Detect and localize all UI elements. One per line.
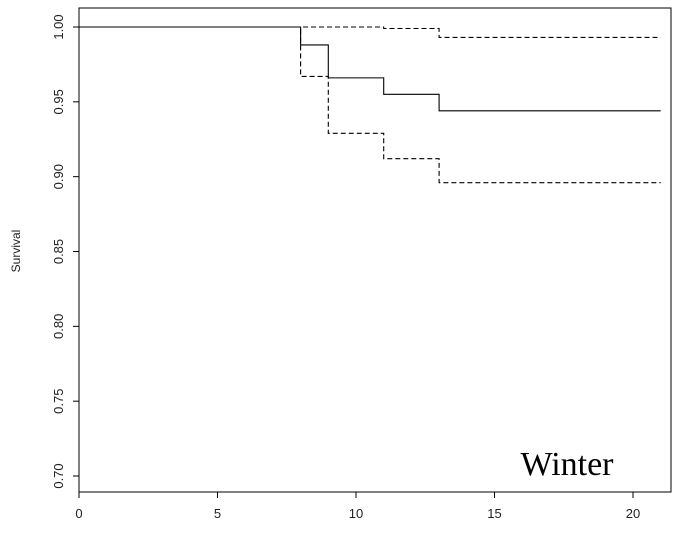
y-tick-label: 0.75 — [51, 389, 66, 414]
x-tick-label: 10 — [349, 506, 363, 521]
y-axis-label: Survival — [9, 230, 23, 273]
axis-ticks: 0 5 10 15 20 0.70 0.75 0.80 0.85 0.90 0.95 1.00 — [51, 14, 640, 521]
confidence-band-2 — [79, 26, 661, 184]
plot-frame — [78, 7, 672, 493]
y-tick-label: 0.80 — [51, 314, 66, 339]
y-tick-label: 1.00 — [51, 14, 66, 39]
survival-curve — [79, 26, 661, 112]
y-tick-label: 0.85 — [51, 239, 66, 264]
x-tick-label: 5 — [214, 506, 221, 521]
y-tick-label: 0.70 — [51, 463, 66, 488]
confidence-band-1 — [79, 26, 661, 39]
x-tick-label: 20 — [626, 506, 640, 521]
series-lines — [79, 26, 661, 184]
y-tick-label: 0.90 — [51, 164, 66, 189]
season-annotation: Winter — [520, 446, 614, 483]
x-tick-label: 0 — [75, 506, 82, 521]
x-tick-label: 15 — [487, 506, 501, 521]
y-tick-label: 0.95 — [51, 89, 66, 114]
